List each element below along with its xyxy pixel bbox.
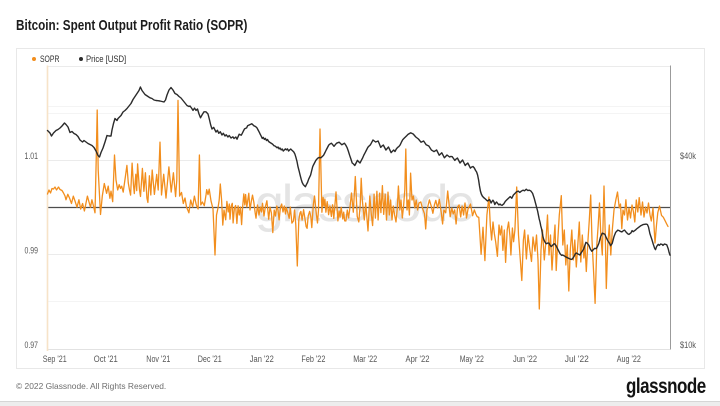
svg-text:May '22: May '22 (460, 354, 484, 364)
svg-text:Oct '21: Oct '21 (94, 354, 118, 364)
svg-text:Sep '21: Sep '21 (43, 354, 67, 364)
svg-text:Jul '22: Jul '22 (565, 354, 589, 364)
svg-text:Jan '22: Jan '22 (250, 354, 274, 364)
svg-text:Dec '21: Dec '21 (198, 354, 222, 364)
svg-text:Aug '22: Aug '22 (617, 354, 641, 364)
svg-text:1.01: 1.01 (25, 151, 39, 161)
svg-text:$10k: $10k (680, 340, 696, 350)
svg-text:0.99: 0.99 (25, 246, 39, 256)
svg-text:Jun '22: Jun '22 (513, 354, 537, 364)
svg-text:Feb '22: Feb '22 (301, 354, 325, 364)
svg-text:Mar '22: Mar '22 (353, 354, 377, 364)
svg-text:Nov '21: Nov '21 (146, 354, 170, 364)
svg-text:Apr '22: Apr '22 (406, 354, 430, 364)
svg-text:$40k: $40k (680, 151, 696, 161)
svg-text:0.97: 0.97 (25, 340, 39, 350)
